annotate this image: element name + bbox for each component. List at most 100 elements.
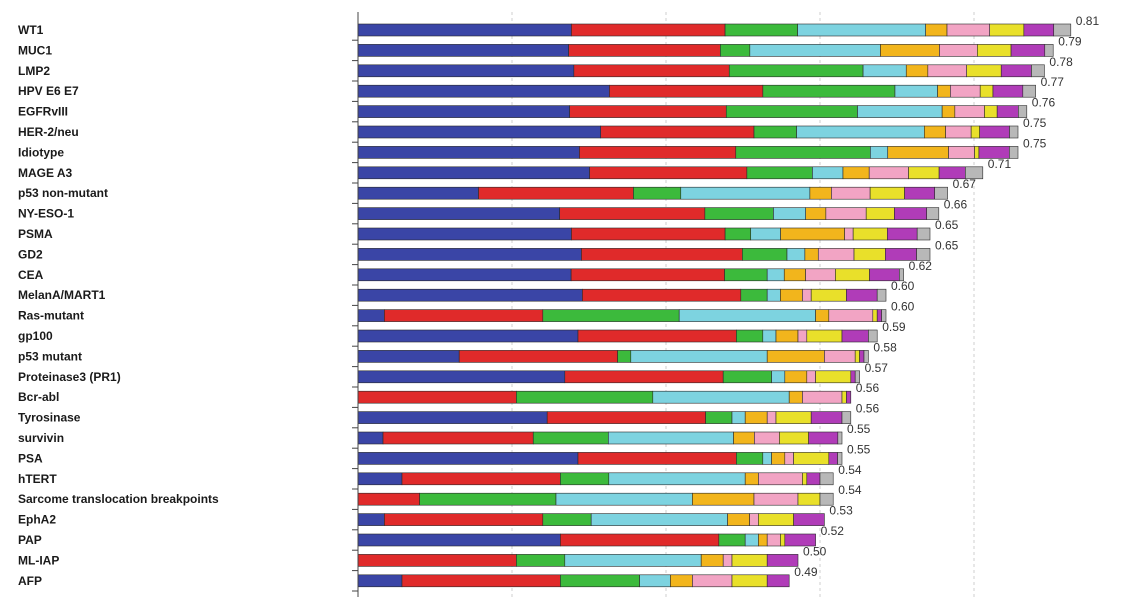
bar-segment	[609, 84, 764, 98]
category-label: GD2	[18, 247, 43, 261]
bar-segment	[862, 64, 907, 78]
bar-segment	[357, 390, 517, 404]
bar-segment	[678, 309, 816, 322]
bar-segment	[419, 492, 557, 506]
bar-segment	[876, 288, 887, 302]
bar-segment	[733, 431, 755, 445]
bar-segment	[766, 268, 785, 282]
bar-segment	[989, 23, 1025, 37]
value-label: 0.76	[1032, 96, 1056, 110]
bar-segment	[817, 248, 855, 261]
bar-segment	[357, 574, 403, 588]
bar-segment	[744, 411, 768, 424]
bar-segment	[736, 452, 764, 465]
bar-segment	[357, 492, 420, 506]
value-label: 0.56	[856, 402, 880, 416]
bar-segment	[357, 166, 590, 180]
category-label: CEA	[18, 268, 44, 282]
bar-segment	[837, 431, 843, 445]
bar-segment	[569, 105, 727, 118]
bar-segment	[357, 472, 403, 486]
value-label: 0.58	[873, 340, 897, 354]
bar-segment	[870, 146, 889, 159]
bar-segment	[784, 533, 816, 547]
bar-segment	[564, 370, 724, 384]
bar-segment	[357, 452, 579, 465]
bar-segment	[966, 64, 1002, 78]
bar-segment	[868, 329, 878, 343]
category-label: gp100	[18, 329, 53, 343]
bar-segment	[797, 23, 926, 37]
category-label: Tyrosinase	[18, 411, 81, 425]
bar-segment	[600, 125, 755, 139]
bar-segment	[946, 23, 991, 37]
category-label: PAP	[18, 533, 42, 547]
bar-segment	[762, 452, 772, 465]
bar-segment	[560, 574, 640, 588]
bar-segment	[831, 186, 871, 200]
value-label: 0.71	[988, 157, 1012, 171]
bar-segment	[740, 288, 768, 302]
bar-segment	[516, 554, 566, 567]
bar-segment	[825, 207, 867, 220]
bar-segment	[766, 350, 825, 363]
category-label: Ras-mutant	[18, 309, 84, 323]
bar-segment	[357, 350, 460, 363]
bar-segment	[802, 288, 812, 302]
bar-segment	[724, 268, 768, 282]
bar-segment	[750, 227, 781, 241]
bar-segment	[742, 248, 788, 261]
bar-segment	[357, 513, 385, 526]
category-label: ML-IAP	[18, 553, 59, 567]
bar-segment	[965, 166, 984, 180]
bar-segment	[819, 472, 834, 486]
bar-segment	[564, 554, 702, 567]
bar-segment	[984, 105, 998, 118]
bar-segment	[722, 554, 733, 567]
bar-segment	[835, 268, 870, 282]
bar-segment	[872, 309, 878, 322]
bar-segment	[731, 411, 746, 424]
bar-segment	[357, 146, 580, 159]
category-label: PSMA	[18, 227, 53, 241]
bar-segment	[384, 309, 544, 322]
category-label: EGFRvIII	[18, 105, 68, 119]
bar-segment	[357, 44, 569, 57]
bar-segment	[731, 574, 768, 588]
bar-segment	[899, 268, 904, 282]
bar-segment	[974, 146, 980, 159]
bar-segment	[581, 248, 743, 261]
bar-segment	[806, 472, 821, 486]
category-label: survivin	[18, 431, 64, 445]
bar-segment	[880, 44, 940, 57]
bar-segment	[934, 186, 948, 200]
bar-segment	[1044, 44, 1054, 57]
bar-segment	[977, 44, 1012, 57]
bar-segment	[773, 207, 807, 220]
bar-segment	[805, 268, 836, 282]
value-label: 0.57	[865, 361, 889, 375]
bar-segment	[357, 23, 572, 37]
bar-segment	[762, 84, 896, 98]
value-label: 0.60	[891, 279, 915, 293]
category-label: PSA	[18, 451, 43, 465]
bar-segment	[758, 513, 794, 526]
bar-segment	[560, 472, 610, 486]
bar-segment	[571, 23, 726, 37]
bar-segment	[577, 329, 737, 343]
bar-segment	[680, 186, 811, 200]
bar-segment	[780, 288, 803, 302]
bar-segment	[853, 248, 886, 261]
bar-segment	[692, 492, 755, 506]
bar-segment	[478, 186, 634, 200]
bar-segment	[804, 248, 819, 261]
bar-segment	[780, 533, 786, 547]
bar-segment	[766, 533, 781, 547]
bar-segment	[758, 533, 768, 547]
category-label: Sarcome translocation breakpoints	[18, 492, 219, 506]
bar-segment	[570, 268, 725, 282]
bar-segment	[927, 64, 967, 78]
bar-segment	[788, 390, 803, 404]
bar-segment	[945, 125, 972, 139]
category-label: Bcr-abl	[18, 390, 59, 404]
